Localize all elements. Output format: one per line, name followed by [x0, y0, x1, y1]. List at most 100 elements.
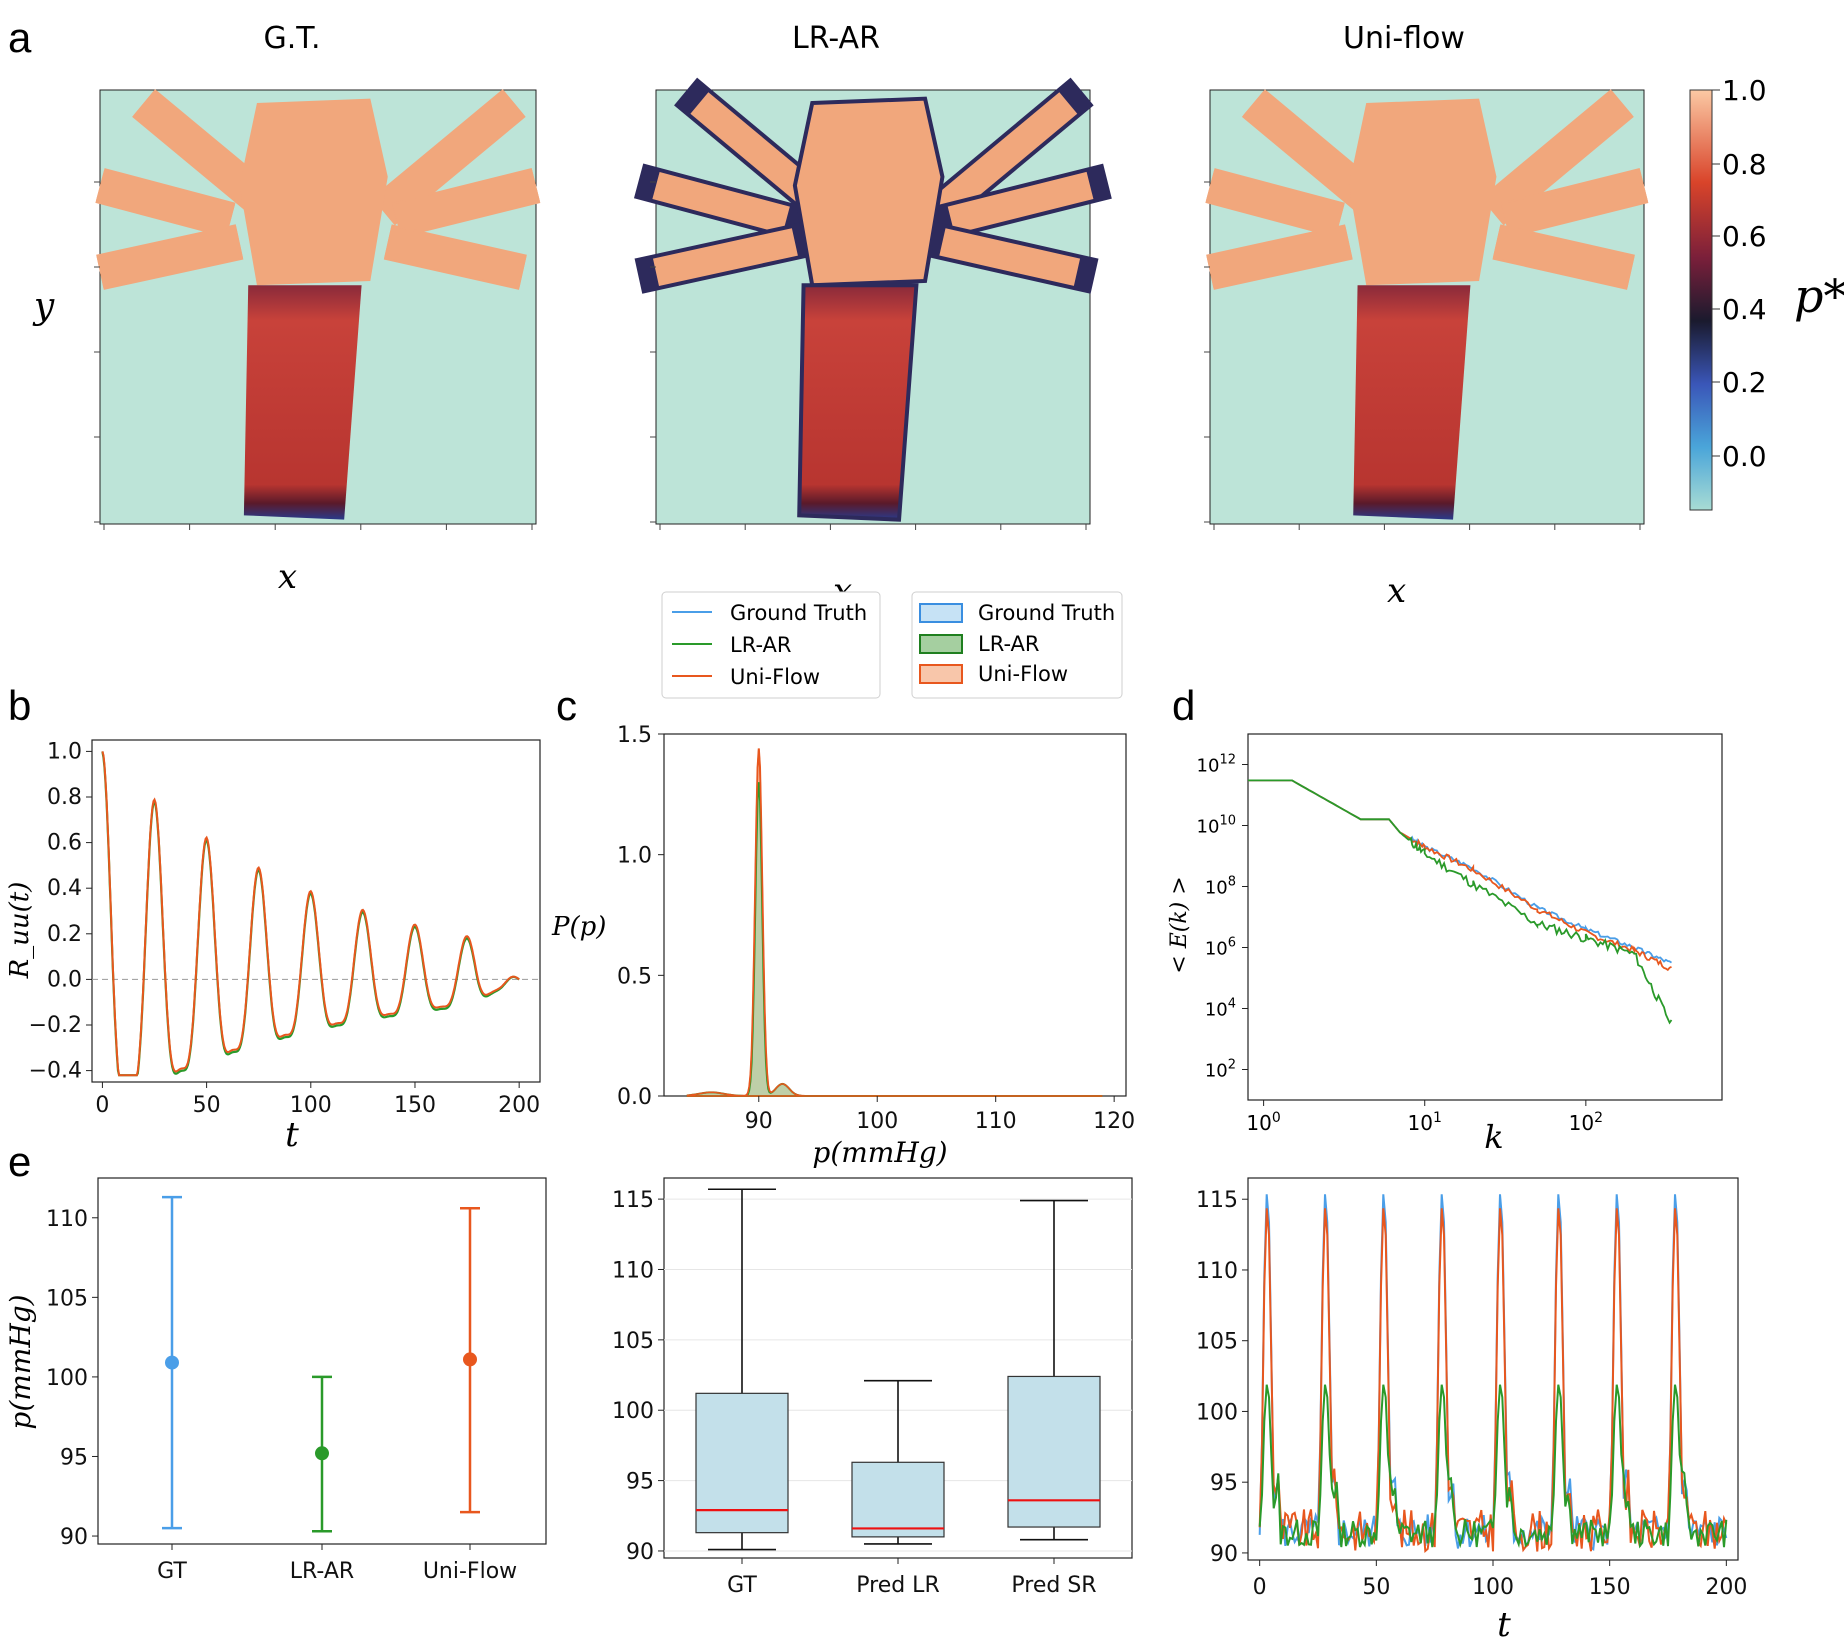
chart-b-ytick-4: 0.2: [47, 922, 82, 947]
chart-d-ytick-1: 1010: [1197, 814, 1236, 838]
colorbar-gradient: [1689, 89, 1713, 511]
chart-e1-ytick-0: 110: [46, 1207, 88, 1232]
colorbar-tick-3: 0.4: [1722, 293, 1767, 326]
chart-e3-ytick-3: 100: [1196, 1400, 1238, 1425]
colorbar: 1.0 0.8 0.6 0.4 0.2 0.0 p*: [1689, 74, 1844, 511]
panel-a-pressure-fields: G.T. x LR-ARx Uni-flow x y: [32, 21, 1649, 611]
chart-c-ylabel: P(p): [551, 912, 606, 942]
colorbar-tick-4: 0.2: [1722, 366, 1767, 399]
chart-e3-xtick-0: 0: [1253, 1575, 1267, 1600]
legend-lines: Ground Truth LR-AR Uni-Flow: [661, 591, 881, 699]
legend-patch-gt: Ground Truth: [978, 601, 1115, 625]
chart-e3-xtick-2: 100: [1472, 1575, 1514, 1600]
chart-e1-xtick-2: Uni-Flow: [423, 1559, 517, 1584]
field-xlabel-0: x: [278, 557, 297, 597]
chart-c-xtick-0: 90: [745, 1109, 773, 1134]
chart-b-ytick-1: 0.8: [47, 785, 82, 810]
chart-d-ytick-3: 106: [1205, 936, 1236, 960]
chart-b-autocorrelation: 0 50 100 150 200 1.0 0.8 0.6 0.4 0.2 0.0 −0.2 −0.4 R…: [5, 739, 541, 1155]
chart-c-xtick-2: 110: [975, 1109, 1017, 1134]
colorbar-label: p*: [1794, 269, 1844, 323]
chart-e3-ytick-4: 95: [1210, 1471, 1238, 1496]
field-panel-1: LR-ARx: [633, 21, 1112, 611]
chart-e3-timeseries: 0 50 100 150 200 115 110 105 100 95 90 t: [1196, 1177, 1747, 1645]
chart-e1-ylabel: p(mmHg): [4, 1294, 37, 1429]
chart-e3-xtick-1: 50: [1362, 1575, 1390, 1600]
chart-e1-mean-1: [315, 1446, 329, 1461]
chart-e3-xtick-4: 200: [1705, 1575, 1747, 1600]
chart-b-ytick-7: −0.4: [29, 1059, 82, 1084]
field-arm-5: [939, 228, 1081, 286]
chart-e1-mean-0: [165, 1355, 179, 1370]
chart-b-xtick-1: 50: [193, 1093, 221, 1118]
chart-c-ytick-2: 0.5: [617, 964, 652, 989]
legend-patch-uni: Uni-Flow: [978, 662, 1068, 686]
chart-e2-box-1: [851, 1461, 945, 1538]
field-arm-2: [653, 228, 798, 286]
chart-c-line-uni: [686, 748, 1103, 1097]
chart-e2-box-2: [1007, 1375, 1101, 1528]
chart-c-ytick-3: 0.0: [617, 1085, 652, 1110]
chart-d-ytick-0: 1012: [1197, 753, 1236, 777]
chart-d-ytick-2: 108: [1205, 875, 1236, 899]
panel-label-b: b: [8, 682, 31, 729]
chart-e2-box-0: [695, 1392, 789, 1534]
chart-c-xlabel: p(mmHg): [812, 1136, 947, 1169]
field-center-blob: [792, 96, 945, 288]
chart-d-ytick-5: 102: [1205, 1058, 1236, 1082]
chart-e2-xtick-2: Pred SR: [1011, 1573, 1096, 1598]
chart-b-ytick-0: 1.0: [47, 739, 82, 764]
legend-line-uni: Uni-Flow: [730, 665, 820, 689]
chart-c-pressure-pdf: 90 100 110 120 1.5 1.0 0.5 0.0 P(p) p(mmHg): [551, 723, 1135, 1169]
chart-b-ytick-6: −0.2: [29, 1013, 82, 1038]
chart-e1-xtick-0: GT: [157, 1559, 187, 1584]
chart-b-ylabel: R_uu(t): [5, 882, 35, 980]
chart-c-xtick-1: 100: [856, 1109, 898, 1134]
chart-e2-ytick-0: 115: [612, 1188, 654, 1213]
legend-lines-frame: [661, 591, 881, 699]
field-arm-2: [96, 226, 243, 288]
chart-d-xtick-0: 100: [1246, 1110, 1280, 1135]
field-ylabel: y: [32, 286, 55, 327]
legend-line-gt: Ground Truth: [730, 601, 867, 625]
chart-e3-series-uni: [1258, 1208, 1728, 1554]
field-trunk: [797, 283, 919, 522]
chart-e3-ytick-0: 115: [1196, 1188, 1238, 1213]
chart-e3-ytick-2: 105: [1196, 1330, 1238, 1355]
chart-d-energy-spectrum: 100 101 102 1012 1010 108 106 104 102 < E(k) > k: [1167, 733, 1723, 1156]
chart-e2-ytick-4: 95: [626, 1470, 654, 1495]
chart-e2-xtick-0: GT: [727, 1573, 757, 1598]
chart-e3-ytick-5: 90: [1210, 1542, 1238, 1567]
chart-b-ytick-5: 0.0: [47, 967, 82, 992]
panel-label-d: d: [1172, 682, 1195, 729]
chart-d-xlabel: k: [1484, 1118, 1503, 1156]
field-arm-1: [1205, 170, 1345, 236]
chart-b-series-uni: [101, 751, 520, 1077]
chart-e2-boxplot: GT Pred LR Pred SR 115 110 105 100 95 90: [612, 1177, 1133, 1598]
field-arm-3: [1481, 90, 1633, 224]
chart-e2-ytick-3: 100: [612, 1399, 654, 1424]
chart-b-xtick-3: 150: [394, 1093, 436, 1118]
chart-e1-ytick-4: 90: [60, 1525, 88, 1550]
field-trunk: [243, 285, 362, 520]
chart-e2-ytick-1: 110: [612, 1258, 654, 1283]
field-title-2: Uni-flow: [1343, 21, 1465, 56]
chart-e1-errorbars: GT LR-AR Uni-Flow 110 105 100 95 90 p(mmHg): [4, 1177, 547, 1584]
field-panel-0: G.T. x: [94, 21, 541, 597]
chart-c-ytick-1: 1.0: [617, 844, 652, 869]
chart-e2-xtick-1: Pred LR: [856, 1573, 939, 1598]
panel-label-c: c: [556, 682, 577, 729]
chart-c-ytick-0: 1.5: [617, 723, 652, 748]
chart-b-xtick-0: 0: [95, 1093, 109, 1118]
chart-b-ytick-3: 0.4: [47, 876, 82, 901]
chart-e3-ytick-1: 110: [1196, 1259, 1238, 1284]
chart-e2-ytick-2: 105: [612, 1329, 654, 1354]
panel-label-a: a: [8, 14, 32, 61]
colorbar-tick-5: 0.0: [1722, 440, 1767, 473]
chart-e1-xtick-1: LR-AR: [290, 1559, 354, 1584]
field-center-blob: [239, 98, 388, 286]
chart-e1-ytick-3: 95: [60, 1445, 88, 1470]
chart-d-ytick-4: 104: [1205, 997, 1236, 1021]
colorbar-tick-0: 1.0: [1722, 74, 1767, 107]
